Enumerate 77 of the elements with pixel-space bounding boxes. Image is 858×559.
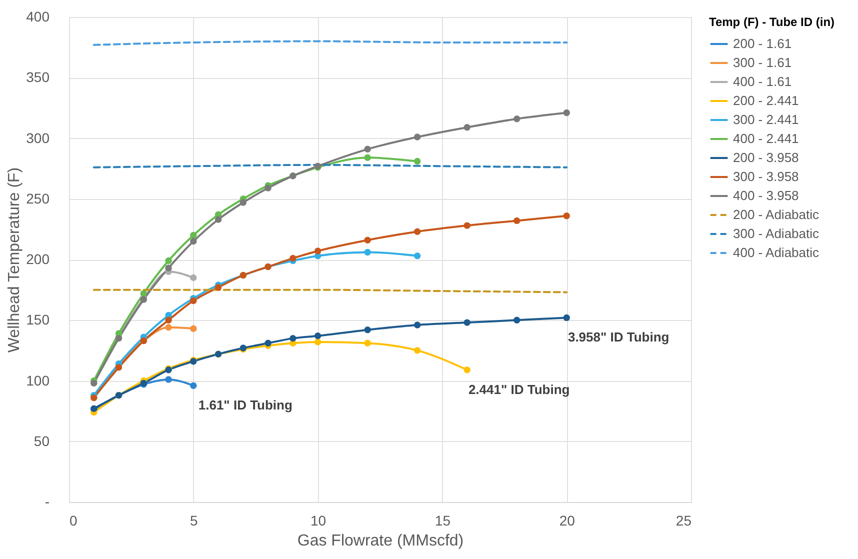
legend-label: 300 - 3.958 (733, 169, 799, 184)
point (314, 248, 322, 254)
point (140, 290, 147, 297)
x-tick-label: 5 (190, 512, 198, 528)
point (464, 366, 470, 374)
point (290, 334, 296, 342)
y-tick-label: 50 (34, 432, 50, 449)
legend-label: 300 - 2.441 (733, 112, 799, 127)
x-tick-label: 0 (70, 512, 78, 528)
y-tick-label: 300 (26, 130, 50, 146)
point (190, 232, 197, 239)
point (414, 158, 421, 165)
y-tick-label: 350 (26, 69, 50, 86)
point (563, 212, 570, 220)
point (214, 284, 222, 291)
legend-label: 300 - Adiabatic (733, 226, 820, 241)
point (563, 314, 570, 322)
point (314, 338, 322, 346)
y-tick-label: 400 (26, 8, 50, 24)
x-tick-label: 10 (310, 512, 326, 528)
point (513, 316, 520, 324)
annotation: 2.441" ID Tubing (468, 382, 570, 397)
point (414, 322, 421, 328)
legend-title: Temp (F) - Tube ID (in) (709, 15, 835, 29)
y-tick-label: 250 (26, 190, 50, 206)
point (165, 257, 172, 264)
legend-label: 200 - 3.958 (733, 150, 799, 165)
x-tick-label: 20 (559, 512, 576, 528)
point (264, 340, 272, 347)
point (165, 324, 172, 331)
x-tick-label: 25 (676, 512, 692, 528)
point (364, 236, 371, 244)
point (414, 228, 421, 235)
point (314, 332, 322, 340)
point (165, 316, 172, 324)
point (364, 146, 371, 153)
point (190, 297, 197, 304)
point (190, 274, 197, 282)
legend-label: 200 - 1.61 (733, 36, 792, 51)
legend-label: 200 - 2.441 (733, 93, 799, 108)
annotation: 1.61" ID Tubing (198, 398, 292, 413)
point (513, 217, 520, 224)
point (464, 222, 470, 229)
point (563, 109, 570, 116)
point (190, 382, 197, 389)
annotation: 3.958" ID Tubing (568, 330, 670, 345)
y-axis-title: Wellhead Temperature (F) (6, 167, 24, 353)
point (513, 116, 520, 122)
y-tick-label: 200 (26, 251, 50, 267)
point (214, 216, 222, 223)
legend-label: 400 - 3.958 (733, 188, 799, 203)
y-tick-label: 100 (26, 372, 50, 388)
point (264, 184, 272, 192)
point (190, 325, 197, 332)
point (165, 376, 172, 383)
legend-label: 400 - 2.441 (733, 131, 799, 146)
point (240, 199, 247, 206)
point (190, 238, 197, 245)
point (414, 347, 421, 354)
legend-label: 400 - 1.61 (733, 74, 792, 89)
point (364, 248, 371, 256)
legend-label: 200 - Adiabatic (733, 207, 820, 222)
y-tick-label: - (44, 494, 50, 510)
y-tick-label: 150 (26, 312, 50, 328)
x-tick-label: 15 (434, 512, 451, 528)
point (290, 254, 296, 262)
point (165, 264, 172, 272)
point (414, 252, 421, 260)
point (464, 124, 470, 131)
point (464, 319, 470, 326)
point (364, 154, 371, 161)
point (414, 134, 421, 140)
point (364, 326, 371, 334)
point (364, 340, 371, 347)
x-axis-title: Gas Flowrate (MMscfd) (297, 532, 464, 550)
legend-label: 300 - 1.61 (733, 55, 792, 70)
legend-label: 400 - Adiabatic (733, 245, 820, 260)
